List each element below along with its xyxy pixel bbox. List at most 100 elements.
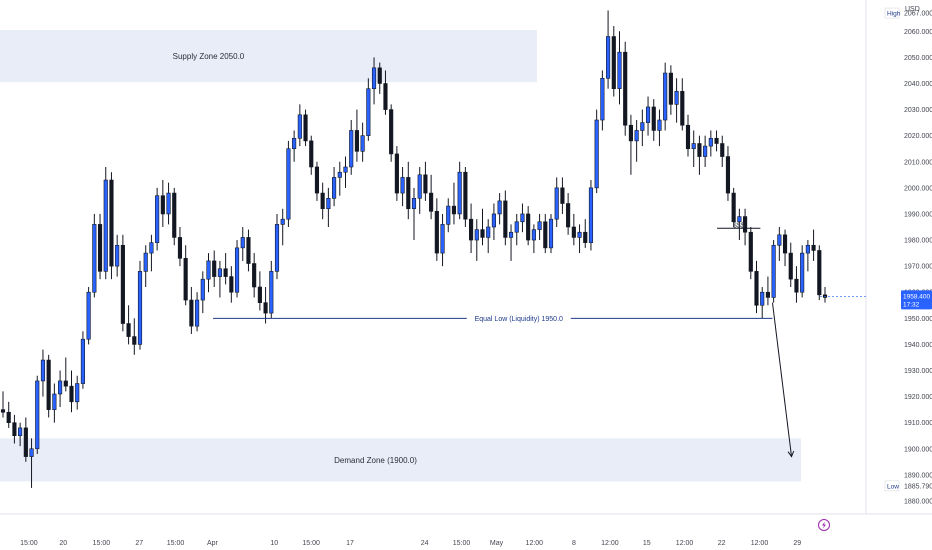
candle-body — [75, 383, 80, 403]
y-tick-label: 2000.000 — [904, 185, 932, 192]
candle-body — [337, 171, 342, 178]
candle-body — [674, 91, 679, 105]
candle-body — [200, 278, 205, 301]
candle-body — [600, 77, 605, 121]
candle-body — [469, 218, 474, 241]
current-price-badge[interactable] — [901, 290, 932, 310]
projection-arrow[interactable] — [771, 302, 793, 457]
projection-arrow-head — [787, 450, 795, 458]
x-tick-label: 12:00 — [526, 540, 544, 547]
candle-body — [737, 216, 742, 223]
candle-body — [811, 244, 816, 251]
candle-body — [23, 427, 28, 457]
y-tick-label: 2060.000 — [904, 29, 932, 36]
candle-body — [257, 286, 262, 303]
candle-body — [212, 260, 217, 277]
candle-body — [526, 213, 531, 241]
lightning-icon[interactable] — [818, 519, 830, 531]
candle-body — [623, 51, 628, 126]
candle-body — [126, 323, 131, 337]
y-tick-label: 1880.000 — [904, 498, 932, 505]
candle-body — [292, 137, 297, 150]
candle-body — [680, 91, 685, 126]
candle-body — [571, 226, 576, 238]
candle-body — [29, 448, 34, 457]
candle-body — [617, 51, 622, 90]
candle-body — [777, 234, 782, 246]
candle-body — [794, 278, 799, 293]
candle-body — [35, 380, 40, 450]
candle-body — [548, 218, 554, 249]
candle-body — [6, 411, 11, 423]
candle-body — [760, 291, 765, 306]
y-tick-label: 1920.000 — [904, 394, 932, 401]
x-tick-label: 12:00 — [676, 540, 694, 547]
candle-body — [697, 143, 702, 157]
candle-body — [657, 119, 662, 131]
candle-body — [246, 237, 251, 264]
candle-body — [383, 83, 388, 110]
candle-body — [611, 36, 616, 90]
candle-body — [366, 88, 371, 136]
candle-body — [606, 36, 611, 79]
candle-body — [269, 271, 274, 314]
candle-body — [280, 218, 285, 225]
candle-body — [497, 200, 502, 215]
x-tick-label: 10 — [270, 540, 278, 547]
candle-body — [252, 263, 257, 288]
candle-body — [440, 224, 445, 254]
candles-layer — [0, 10, 828, 488]
candle-body — [480, 229, 485, 238]
candle-body — [286, 148, 291, 220]
price-axis[interactable]: USD 1880.000 1890.000 1900.000 1910.000 1920… — [820, 0, 932, 514]
candle-body — [457, 171, 462, 215]
candle-body — [206, 260, 211, 280]
candle-body — [394, 153, 399, 194]
zone-label-0: Supply Zone 2050.0 — [173, 52, 245, 61]
candle-body — [554, 187, 559, 220]
candle-body — [446, 205, 451, 225]
y-tick-label: 1980.000 — [904, 238, 932, 245]
candle-body — [137, 271, 143, 345]
candle-body — [360, 135, 365, 152]
zone-0[interactable] — [0, 30, 537, 83]
zone-label-1: Demand Zone (1900.0) — [334, 456, 417, 465]
y-tick-label: 2010.000 — [904, 159, 932, 166]
candle-body — [63, 380, 68, 387]
candle-body — [805, 244, 810, 254]
candle-body — [771, 244, 776, 298]
candle-body — [434, 211, 439, 254]
candle-body — [429, 192, 434, 212]
candle-body — [343, 166, 348, 173]
candle-body — [234, 247, 240, 293]
time-axis[interactable]: 15:00 20 15:00 27 15:00 Apr 10 15:00 17 24 15:00 Ma… — [0, 513, 932, 547]
candle-body — [195, 299, 200, 327]
candle-body — [754, 271, 759, 306]
candle-body — [520, 213, 525, 223]
equal-low-label: Equal Low (Liquidity) 1950.0 — [475, 316, 563, 323]
y-tick-label: 1910.000 — [904, 420, 932, 427]
candle-body — [651, 106, 656, 131]
x-tick-label: May — [490, 540, 504, 547]
candle-body — [69, 385, 74, 403]
candle-body — [817, 250, 822, 296]
candle-body — [12, 422, 17, 437]
candle-body — [40, 359, 46, 382]
candle-body — [514, 221, 519, 233]
x-tick-label: 15:00 — [167, 540, 185, 547]
candle-body — [354, 130, 359, 152]
candle-body — [486, 226, 491, 238]
candle-body — [685, 124, 691, 150]
candle-body — [406, 177, 411, 210]
zone-1[interactable] — [0, 438, 802, 482]
candle-body — [782, 234, 788, 254]
candle-body — [560, 187, 565, 204]
y-tick-label: 2050.000 — [904, 55, 932, 62]
x-tick-label: 29 — [793, 540, 801, 547]
candle-body — [189, 299, 194, 327]
candle-body — [594, 119, 599, 189]
candle-body — [411, 197, 417, 210]
candle-body — [663, 72, 668, 121]
x-tick-label: 15 — [643, 540, 651, 547]
